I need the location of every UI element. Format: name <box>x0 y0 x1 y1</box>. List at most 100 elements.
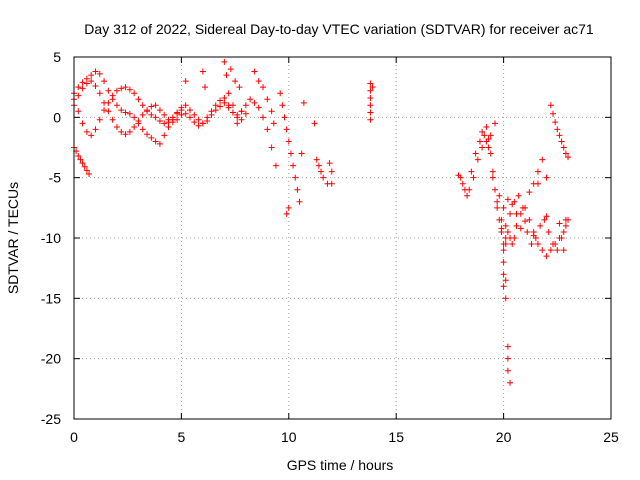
series-track-g <box>182 68 335 187</box>
data-point-track-h-6 <box>369 84 376 91</box>
data-point-track-f-5 <box>287 150 294 157</box>
data-point-track-j-6 <box>494 198 501 205</box>
data-point-track-j-16 <box>537 222 544 229</box>
data-point-track-h-4 <box>367 109 374 116</box>
data-point-track-m-6 <box>560 144 567 151</box>
data-point-track-e-9 <box>251 68 258 75</box>
data-point-track-m-3 <box>554 126 561 133</box>
data-point-track-j-4 <box>485 144 492 151</box>
data-point-track-a-21 <box>161 120 168 127</box>
data-point-track-i-27 <box>539 247 546 254</box>
data-point-track-c-22 <box>165 116 172 123</box>
data-point-track-b-28 <box>191 119 198 126</box>
data-point-track-d-6 <box>83 167 90 174</box>
chart-title: Day 312 of 2022, Sidereal Day-to-day VTE… <box>84 21 594 37</box>
data-point-track-m-5 <box>558 138 565 145</box>
data-point-track-j-20 <box>554 247 561 254</box>
data-point-track-f-4 <box>285 138 292 145</box>
data-point-track-b-9 <box>109 96 116 103</box>
data-point-track-n-6 <box>543 213 550 220</box>
data-point-track-a-15 <box>135 96 142 103</box>
y-tick-label-3: -10 <box>41 230 61 246</box>
data-point-track-i-11 <box>492 186 499 193</box>
data-point-track-e-14 <box>270 120 277 127</box>
data-point-track-e-13 <box>268 108 275 115</box>
data-point-track-b-26 <box>182 110 189 117</box>
plot-frame <box>73 56 612 420</box>
data-point-track-g-12 <box>326 160 333 167</box>
data-point-track-l-6 <box>502 277 509 284</box>
data-point-track-a-14 <box>131 90 138 97</box>
series-track-a <box>71 84 279 169</box>
data-point-track-i-19 <box>509 241 516 248</box>
data-point-track-j-14 <box>528 241 535 248</box>
data-point-track-i-26 <box>534 241 541 248</box>
y-tick-label-1: 0 <box>53 109 61 125</box>
x-tick-label-0: 0 <box>70 429 78 445</box>
data-point-track-b-33 <box>212 102 219 109</box>
data-point-track-i-6 <box>474 156 481 163</box>
data-point-track-j-12 <box>519 204 526 211</box>
data-point-track-b-5 <box>92 68 99 75</box>
data-point-track-g-5 <box>313 156 320 163</box>
y-tick-label-5: -20 <box>41 351 61 367</box>
data-point-track-f-1 <box>279 102 286 109</box>
data-point-track-h-1 <box>367 87 374 94</box>
data-point-track-m-1 <box>550 110 557 117</box>
data-point-track-l-0 <box>500 247 507 254</box>
y-tick-label-0: 5 <box>53 49 61 65</box>
data-point-track-j-8 <box>502 222 509 229</box>
data-point-track-j-5 <box>489 174 496 181</box>
data-point-track-h-5 <box>367 116 374 123</box>
data-point-track-j-19 <box>550 241 557 248</box>
data-point-track-i-1 <box>459 180 466 187</box>
data-point-track-b-10 <box>113 102 120 109</box>
data-point-track-a-6 <box>96 116 103 123</box>
data-point-track-j-11 <box>515 192 522 199</box>
data-point-track-n-1 <box>479 128 486 135</box>
series-track-j <box>468 132 569 254</box>
data-point-track-f-6 <box>290 162 297 169</box>
data-point-track-h-3 <box>367 102 374 109</box>
series-track-c <box>71 78 185 138</box>
data-point-track-b-30 <box>199 120 206 127</box>
data-point-track-b-38 <box>234 114 241 121</box>
x-tick-label-3: 15 <box>388 429 404 445</box>
data-point-track-j-2 <box>476 138 483 145</box>
data-point-track-b-6 <box>96 70 103 77</box>
data-point-track-a-1 <box>75 108 82 115</box>
data-point-track-b-40 <box>242 110 249 117</box>
data-point-track-f-8 <box>294 186 301 193</box>
data-point-track-i-10 <box>489 168 496 175</box>
data-point-track-k-8 <box>517 225 524 232</box>
data-point-track-e-12 <box>264 96 271 103</box>
data-point-track-a-47 <box>272 162 279 169</box>
data-point-track-c-16 <box>139 111 146 118</box>
data-point-track-j-7 <box>498 216 505 223</box>
data-point-track-n-4 <box>530 232 537 239</box>
data-point-track-m-7 <box>562 150 569 157</box>
data-point-track-b-4 <box>88 72 95 79</box>
data-point-track-i-29 <box>547 247 554 254</box>
data-point-track-n-3 <box>498 225 505 232</box>
data-point-track-m-0 <box>547 102 554 109</box>
data-point-track-a-13 <box>126 86 133 93</box>
data-point-track-c-7 <box>101 99 108 106</box>
data-point-track-k-12 <box>534 168 541 175</box>
data-point-track-l-2 <box>500 271 507 278</box>
data-point-track-k-4 <box>500 204 507 211</box>
data-point-track-c-11 <box>118 128 125 135</box>
data-point-track-c-3 <box>83 80 90 87</box>
data-point-track-c-1 <box>75 92 82 99</box>
data-point-track-i-20 <box>511 235 518 241</box>
data-point-track-b-34 <box>217 97 224 104</box>
data-point-track-a-29 <box>195 116 202 123</box>
data-point-track-b-12 <box>122 109 129 116</box>
data-point-track-j-3 <box>481 132 488 139</box>
data-point-track-j-0 <box>468 168 475 175</box>
data-point-track-c-21 <box>161 111 168 118</box>
data-point-track-a-18 <box>148 111 155 118</box>
data-point-track-i-21 <box>513 222 520 229</box>
data-point-track-c-13 <box>126 128 133 135</box>
data-point-track-k-9 <box>522 218 529 225</box>
